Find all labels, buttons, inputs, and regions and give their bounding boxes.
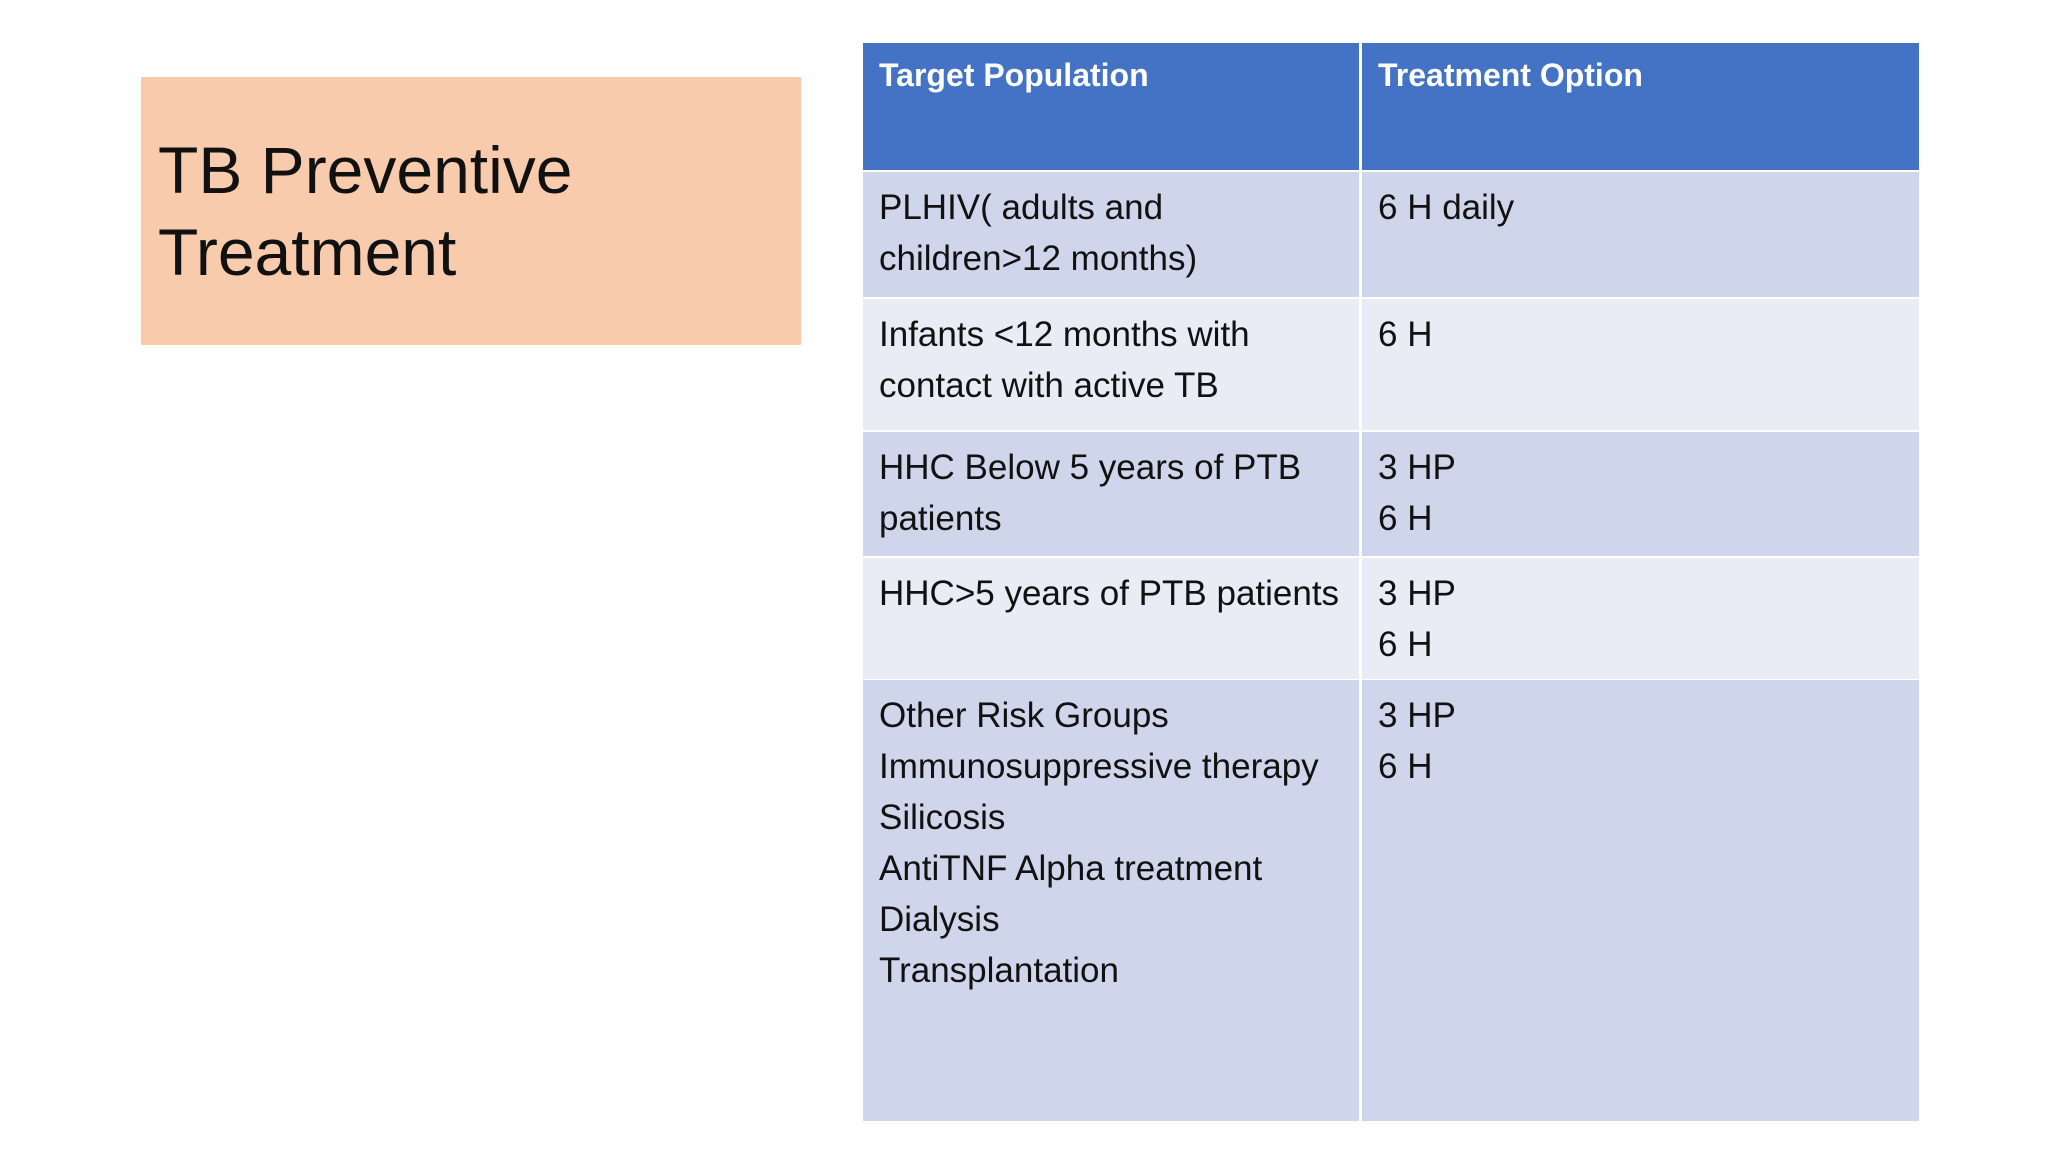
table-cell: 3 HP 6 H — [1362, 680, 1919, 1121]
cell-line: 3 HP — [1378, 696, 1456, 735]
cell-line: 6 H — [1378, 315, 1433, 354]
title-line: Treatment — [158, 215, 457, 289]
cell-line: Other Risk Groups — [879, 696, 1169, 735]
title-box: TB Preventive Treatment — [141, 77, 801, 345]
cell-line: 6 H — [1378, 747, 1433, 786]
cell-line: Immunosuppressive therapy — [879, 747, 1319, 786]
table-row: Other Risk Groups Immunosuppressive thera… — [863, 680, 1919, 1121]
table-cell: Other Risk Groups Immunosuppressive thera… — [863, 680, 1362, 1121]
cell-line: 6 H — [1378, 499, 1433, 538]
table-cell: 3 HP 6 H — [1362, 558, 1919, 679]
cell-line: Silicosis — [879, 798, 1006, 837]
cell-line: 3 HP — [1378, 574, 1456, 613]
table-cell: PLHIV( adults and children>12 months) — [863, 172, 1362, 297]
table-cell: Infants <12 months with contact with act… — [863, 299, 1362, 430]
table-cell: 6 H — [1362, 299, 1919, 430]
table-cell: 3 HP 6 H — [1362, 432, 1919, 556]
cell-line: 6 H — [1378, 625, 1433, 664]
title-line: TB Preventive — [158, 133, 573, 207]
table-cell: HHC Below 5 years of PTB patients — [863, 432, 1362, 556]
cell-line: 6 H daily — [1378, 188, 1515, 227]
table-row: HHC Below 5 years of PTB patients 3 HP 6 H — [863, 432, 1919, 556]
slide-title: TB Preventive Treatment — [158, 129, 573, 293]
cell-line: Dialysis — [879, 900, 1000, 939]
cell-line: PLHIV( adults and children>12 months) — [879, 188, 1198, 278]
table-cell: HHC>5 years of PTB patients — [863, 558, 1362, 679]
cell-line: HHC>5 years of PTB patients — [879, 574, 1340, 613]
table-row: HHC>5 years of PTB patients 3 HP 6 H — [863, 558, 1919, 679]
cell-line: Transplantation — [879, 951, 1119, 990]
table-row: Infants <12 months with contact with act… — [863, 299, 1919, 430]
header-row: Target Population Treatment Option — [863, 43, 1919, 170]
cell-line: HHC Below 5 years of PTB patients — [879, 448, 1302, 538]
header-cell: Target Population — [863, 43, 1362, 170]
table-cell: 6 H daily — [1362, 172, 1919, 297]
cell-line: 3 HP — [1378, 448, 1456, 487]
table-row: PLHIV( adults and children>12 months) 6 H… — [863, 172, 1919, 297]
cell-line: AntiTNF Alpha treatment — [879, 849, 1263, 888]
header-cell: Treatment Option — [1378, 57, 1643, 93]
cell-line: Infants <12 months with contact with act… — [879, 315, 1250, 405]
